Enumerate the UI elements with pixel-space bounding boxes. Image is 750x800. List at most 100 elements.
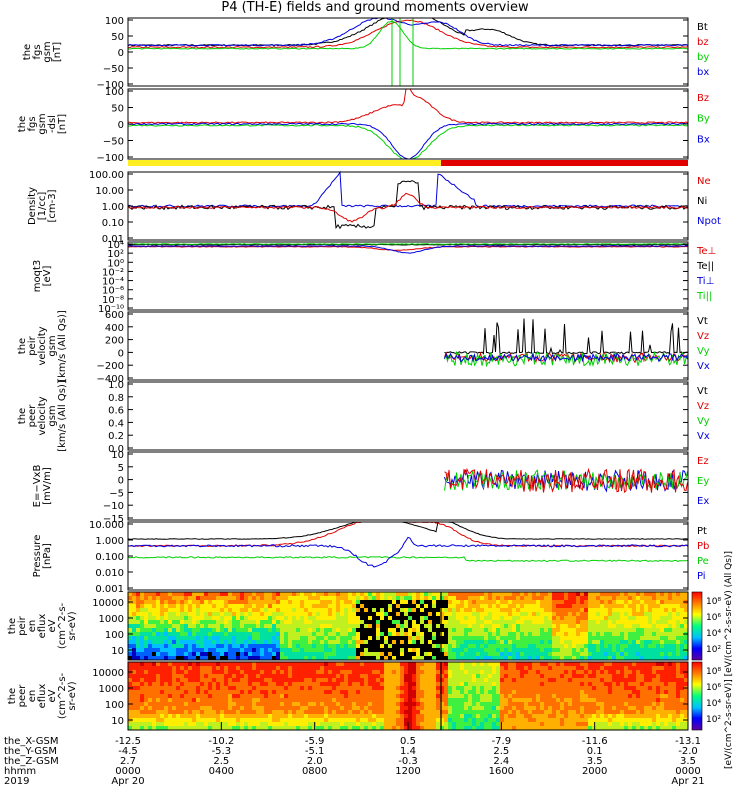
legend-label-Ni: Ni [697,196,707,207]
y-tick-label: 0.010 [95,568,124,579]
y-axis-label: -dsl [47,115,58,133]
orbit-value: 2.0 [307,756,323,767]
y-axis-label: en [27,690,38,703]
orbit-value: -10.2 [208,736,234,747]
legend-label-Vy: Vy [697,416,710,427]
y-axis-label: the [7,688,18,704]
y-tick-label: 1.000 [95,536,124,547]
y-axis-label: sr-eV) [67,611,78,640]
panel-frame [127,17,689,87]
series-bx [127,17,689,47]
orbit-value: -5.9 [305,736,325,747]
orbit-value: 2.5 [213,756,229,767]
series-Vy [444,350,688,368]
y-axis-label: peer [27,404,38,428]
panel-peir-spectrogram: 10⁸ 10⁶ 10⁴ 10² 10000 1000 100 10 the peir en eflux… [7,591,721,661]
legend-label-Bt: Bt [697,22,708,33]
y-axis-label: [nT] [52,42,63,62]
series-Vx [444,351,688,363]
y-tick-label: 10 [111,716,124,727]
y-tick-label: 1.00 [102,202,124,213]
panel-pressure: 10.000 1.000 0.100 0.010 0.001 Pressure [nPa] P… [32,520,709,595]
y-axis-label: the [7,618,18,634]
legend-label-Vx: Vx [697,431,710,442]
legend-label-Pb: Pb [697,541,709,552]
panel-frame [127,381,689,451]
orbit-value: 3.5 [680,756,696,767]
orbit-value: -0.3 [398,756,418,767]
y-tick-label: 0 [118,476,124,487]
y-tick-label: 10⁻⁸ [102,295,124,306]
orbit-value: -7.9 [492,736,512,747]
y-tick-label: 600 [105,310,124,321]
y-tick-label: −200 [97,361,124,372]
y-tick-label: 0.4 [108,418,124,429]
y-tick-label: 10⁻¹⁰ [98,304,124,315]
y-tick-label: 10 [111,450,124,461]
legend-label-Pt: Pt [697,526,707,537]
legend-label-bz: bz [697,37,709,48]
y-tick-label: 100 [105,630,124,641]
orbit-value: 3.5 [587,756,603,767]
y-axis-label: (cm^2-s- [57,602,68,649]
colorbar-tick-label: 10⁴ [706,629,721,639]
panel-frame [127,241,689,311]
series-Ti-par [127,243,689,245]
y-tick-label: 0 [118,348,124,359]
y-axis-label: peir [27,335,38,355]
y-axis-label: gsm [37,113,48,134]
legend-label-Vx: Vx [697,361,710,372]
orbit-row-label: the_Y-GSM [4,746,57,757]
series-Bz [127,88,689,124]
orbit-value: 0000 [675,766,700,777]
orbit-value: Apr 20 [111,776,144,787]
y-tick-label: −400 [97,374,124,385]
y-axis-label: velocity [37,396,48,435]
panel-peir-velocity: 600 400 2000 −200 −400 the peir velocity gsm [km/… [17,310,710,385]
legend-label-Pi: Pi [697,571,706,582]
y-tick-label: 10.00 [95,186,124,197]
y-axis-label: the [17,338,28,354]
series-Pe [127,556,689,562]
y-axis-label: eflux [37,614,48,639]
plot-title: P4 (TH-E) fields and ground moments over… [221,0,529,15]
y-axis-label: peir [17,615,28,635]
legend-label-Vy: Vy [697,346,710,357]
y-tick-label: 10 [111,646,124,657]
y-axis-label: Density [27,187,38,225]
spectrogram-image [128,592,688,660]
y-tick-label: 200 [105,336,124,347]
y-axis-label: fgs [32,44,43,59]
y-tick-label: 10⁻⁶ [102,286,124,297]
panel-frame [127,591,689,661]
legend-label-Pe: Pe [697,556,709,567]
colorbar-tick-label: 10⁴ [706,699,721,709]
series-Pt [127,521,689,540]
panel-fgs-gsm: 100 50 0 −50 −100 the fgs gsm [nT] Bt bz by bx [22,16,709,91]
legend-label-Ti||: Ti|| [696,291,712,302]
y-tick-label: 1000 [99,684,124,695]
series-Pb [127,521,689,548]
orbit-row-label: the_X-GSM [4,736,58,747]
series-Ez [444,467,688,494]
y-tick-label: 400 [105,323,124,334]
orbit-value: -5.1 [305,746,325,757]
y-axis-label: (cm^2-s- [57,672,68,719]
y-axis-label: [nT] [57,114,68,134]
colorbar-tick-label: 10⁶ [706,683,721,693]
y-axis-label: [km/s (All Qs)] [57,380,68,452]
colorbar-label: [eV/(cm^2-s-sr-eV)] [eV/(cm^2-s-sr-eV) (… [724,551,734,769]
y-tick-label: 10⁻² [102,267,124,278]
panel-peer-spectrogram: 10⁸ 10⁶ 10⁴ 10² 10000 1000 100 10 the peer en eflux… [7,661,721,731]
y-axis-label: gsm [47,335,58,356]
series-Te-perp [127,245,689,251]
series-Ni [127,180,689,230]
orbit-value: -4.5 [118,746,138,757]
series-Npot [127,170,689,208]
legend-label-Bx: Bx [697,134,710,145]
series-Pi [127,536,689,568]
y-tick-label: −10 [103,501,124,512]
orbit-value: 0000 [115,766,140,777]
y-tick-label: 5 [118,463,124,474]
y-axis-label: en [27,620,38,633]
